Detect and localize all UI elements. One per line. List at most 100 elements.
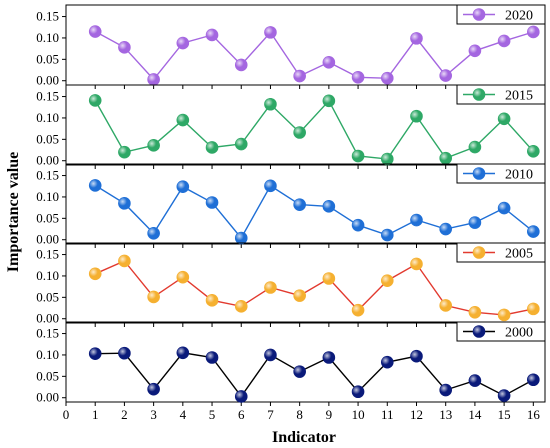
panel-2020: 0.00 0.05 0.10 0.15 2020	[36, 4, 546, 89]
legend-2015: 2015	[456, 84, 546, 105]
x-tick-label: 13	[439, 407, 452, 422]
data-point	[147, 382, 160, 396]
y-tick-label: 0.15	[36, 9, 59, 24]
data-point	[322, 351, 336, 364]
legend-marker	[472, 167, 486, 180]
data-point	[351, 149, 365, 163]
data-point	[176, 270, 190, 284]
data-point	[497, 112, 511, 126]
legend-label: 2015	[505, 89, 533, 104]
data-point	[293, 198, 306, 211]
data-point	[118, 254, 131, 268]
data-point	[527, 225, 540, 238]
data-point	[439, 69, 452, 82]
data-point	[147, 139, 160, 152]
data-point	[439, 383, 452, 397]
panel-2005: 0.00 0.05 0.10 0.15 2005	[36, 242, 546, 327]
y-tick-label: 0.10	[36, 347, 59, 362]
data-point	[497, 308, 511, 322]
panel-frame	[65, 163, 546, 245]
data-point	[439, 151, 452, 165]
y-tick-label: 0.05	[36, 131, 59, 146]
data-point	[264, 97, 277, 111]
x-tick-label: 12	[410, 407, 423, 422]
data-point	[147, 227, 160, 240]
legend-marker	[472, 325, 486, 338]
data-point	[351, 218, 365, 232]
legend-2000: 2000	[456, 321, 546, 342]
x-tick-label: 0	[63, 407, 70, 422]
series-line-2020	[94, 30, 534, 81]
data-point	[88, 267, 102, 281]
x-tick-label: 8	[296, 407, 303, 422]
data-point	[380, 152, 394, 166]
legend-2020: 2020	[456, 4, 546, 25]
data-point	[527, 302, 540, 316]
data-point	[380, 228, 394, 242]
data-point	[118, 197, 131, 210]
data-point	[351, 71, 365, 84]
data-point	[293, 365, 306, 378]
y-tick-label: 0.15	[36, 247, 59, 262]
data-point	[380, 355, 394, 369]
x-tick-label: 7	[267, 407, 274, 422]
data-point	[439, 299, 452, 312]
y-axis-title: Importance value	[5, 152, 22, 272]
data-point	[234, 390, 248, 403]
legend-marker	[472, 88, 486, 101]
x-tick-label: 16	[527, 407, 541, 422]
panel-frame	[65, 321, 546, 403]
x-tick-label: 14	[468, 407, 482, 422]
panel-frame	[65, 84, 546, 166]
data-point	[264, 26, 277, 39]
panel-2015: 0.00 0.05 0.10 0.15 2015	[36, 84, 546, 169]
panel-frame	[65, 242, 546, 324]
data-point	[497, 34, 511, 48]
data-point	[234, 137, 248, 151]
data-point	[118, 145, 131, 159]
y-tick-label: 0.00	[36, 390, 59, 405]
y-tick-label: 0.05	[36, 210, 59, 225]
y-tick-label: 0.10	[36, 189, 59, 204]
series-line-2000	[95, 352, 534, 398]
data-point	[497, 201, 511, 215]
y-tick-label: 0.10	[36, 268, 59, 283]
x-tick-label: 3	[150, 407, 157, 422]
data-point	[527, 373, 540, 387]
data-point	[264, 179, 277, 193]
data-point	[176, 346, 190, 360]
data-point	[439, 222, 452, 236]
data-point	[322, 272, 336, 285]
data-point	[88, 94, 102, 107]
y-tick-label: 0.15	[36, 168, 59, 183]
data-point	[410, 257, 423, 271]
y-tick-label: 0.00	[36, 73, 59, 88]
series-line-2010	[94, 184, 534, 240]
data-point	[293, 289, 306, 302]
series-line-2015	[94, 99, 534, 160]
data-point	[468, 374, 482, 387]
data-point	[497, 389, 511, 402]
data-point	[205, 28, 219, 42]
data-point	[468, 216, 482, 229]
legend-label: 2000	[505, 326, 533, 341]
data-point	[176, 180, 190, 193]
data-point	[468, 306, 482, 319]
x-tick-label: 5	[209, 407, 216, 422]
data-point	[410, 109, 423, 123]
data-point	[527, 25, 540, 39]
data-point	[205, 141, 219, 154]
data-point	[205, 196, 219, 209]
data-point	[322, 200, 336, 213]
data-point	[293, 126, 306, 139]
data-point	[88, 179, 102, 192]
data-point	[264, 348, 277, 362]
data-point	[468, 140, 482, 154]
x-tick-label: 15	[498, 407, 511, 422]
data-point	[322, 94, 336, 108]
data-point	[234, 300, 248, 313]
legend-label: 2010	[505, 168, 533, 183]
x-tick-label: 9	[326, 407, 333, 422]
legend-label: 2020	[505, 9, 533, 24]
